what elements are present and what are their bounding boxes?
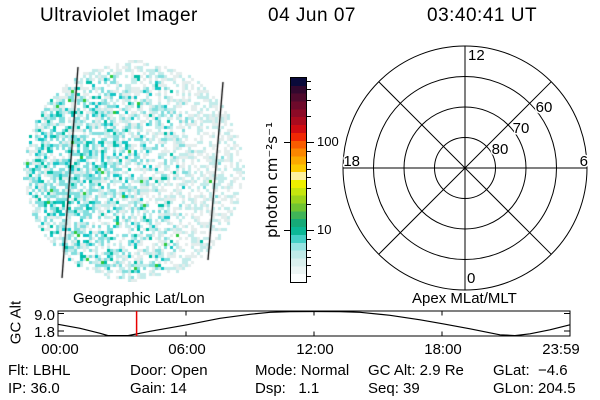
status-glat: GLat: −4.6	[493, 362, 568, 379]
colorbar-tick	[307, 142, 314, 143]
polar-grid	[342, 45, 588, 291]
colorbar-tick	[307, 150, 311, 152]
ytick-1-8: 1.8	[34, 324, 55, 341]
status-gc-alt: GC Alt: 2.9 Re	[368, 362, 464, 379]
polar-plot: 12 18 6 0 60 70 80	[342, 45, 588, 291]
xtick-0000: 00:00	[41, 341, 79, 358]
xtick-0600: 06:00	[168, 341, 206, 358]
colorbar-tick	[307, 230, 314, 231]
xtick-1800: 18:00	[424, 341, 462, 358]
timeline-axis-ticks	[58, 311, 570, 336]
date-display: 04 Jun 07	[268, 5, 356, 26]
colorbar-tick	[307, 115, 311, 117]
colorbar-tick	[307, 238, 311, 240]
clock-display: 03:40:41 UT	[427, 5, 538, 26]
colorbar-tick	[307, 100, 311, 101]
uv-image-canvas	[23, 60, 245, 282]
timeline-plot	[57, 310, 571, 337]
status-dsp: Dsp: 1.1	[255, 380, 320, 397]
ring-label-70: 70	[513, 120, 530, 137]
timeline-left-title: Geographic Lat/Lon	[73, 290, 205, 307]
colorbar-tick-label: 100	[317, 134, 339, 149]
colorbar-tick	[307, 276, 311, 277]
colorbar-tick	[284, 142, 290, 143]
status-ip: IP: 36.0	[8, 380, 60, 397]
colorbar-tick	[307, 256, 311, 258]
colorbar-tick	[307, 249, 311, 251]
ytick-9: 9.0	[34, 307, 55, 324]
status-mode: Mode: Normal	[255, 362, 350, 379]
gc-alt-curve	[57, 310, 571, 337]
colorbar-tick	[307, 265, 311, 266]
colorbar-unit-label: photon cm⁻²s⁻¹	[263, 121, 281, 239]
colorbar-tick	[307, 177, 311, 178]
colorbar-tick	[307, 80, 311, 82]
colorbar-tick-label: 10	[317, 222, 332, 237]
colorbar-gradient	[290, 77, 307, 283]
status-glon: GLon: 204.5	[493, 380, 576, 397]
colorbar-tick	[307, 188, 311, 189]
ring-label-60: 60	[536, 99, 553, 116]
mlt-label-12: 12	[468, 47, 485, 64]
mlt-label-18: 18	[343, 153, 360, 170]
ring-label-80: 80	[492, 141, 509, 158]
colorbar-tick	[307, 89, 311, 90]
mlt-label-6: 6	[580, 153, 588, 170]
mlt-label-0: 0	[467, 270, 475, 287]
colorbar-tick	[284, 230, 290, 231]
xtick-2359: 23:59	[542, 341, 580, 358]
status-gain: Gain: 14	[130, 380, 187, 397]
colorbar-tick	[307, 203, 311, 205]
status-door: Door: Open	[130, 362, 208, 379]
timeline-right-title: Apex MLat/MLT	[412, 290, 517, 307]
status-seq: Seq: 39	[368, 380, 420, 397]
page-title: Ultraviolet Imager	[40, 5, 198, 26]
colorbar-tick	[307, 168, 311, 170]
colorbar-tick	[307, 161, 311, 163]
xtick-1200: 12:00	[296, 341, 334, 358]
status-flt: Flt: LBHL	[8, 362, 71, 379]
